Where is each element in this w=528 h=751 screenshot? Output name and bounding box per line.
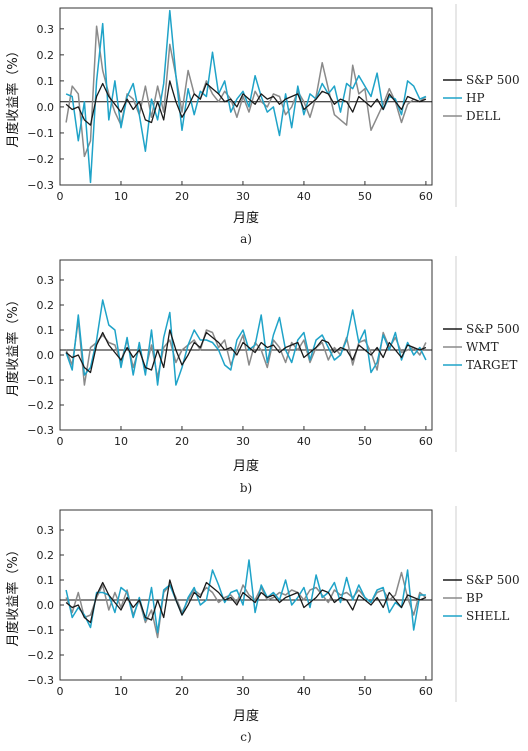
panel-label: b): [240, 481, 252, 495]
series-line-s-p-500: [65, 579, 427, 624]
x-axis-title: 月度: [233, 458, 259, 474]
legend-entry: WMT: [466, 340, 499, 354]
y-tick-label: 0.3: [37, 274, 55, 287]
y-tick-label: −0.1: [27, 127, 54, 140]
y-tick-label: −0.2: [27, 649, 54, 662]
plot-area: [59, 259, 433, 431]
y-axis-title: 月度收益率（%）: [5, 293, 21, 396]
chart-panel-1: −0.3 −0.2 −0.1 0.0 0.1 0.2 0.3 0 10 20 30 40 50 60 S&P…: [5, 4, 520, 246]
x-tick-label: 60: [419, 435, 433, 448]
x-tick-label: 30: [236, 190, 250, 203]
y-tick-label: −0.3: [27, 179, 54, 192]
y-axis-title: 月度收益率（%）: [5, 543, 21, 646]
x-axis-title: 月度: [233, 210, 259, 226]
panel-label: c): [240, 730, 251, 744]
legend-entry: S&P 500: [466, 322, 520, 336]
series-line-s-p-500: [65, 80, 427, 126]
y-tick-label: 0.0: [37, 599, 55, 612]
chart-panel-3: −0.3 −0.2 −0.1 0.0 0.1 0.2 0.3 0 10 20 30 40 50 60 S&P…: [5, 506, 520, 744]
x-tick-label: 40: [297, 190, 311, 203]
x-tick-label: 10: [114, 435, 128, 448]
x-tick-label: 20: [175, 685, 189, 698]
series-line-wmt: [65, 319, 427, 386]
x-tick-label: 0: [57, 435, 64, 448]
x-tick-label: 10: [114, 685, 128, 698]
x-tick-label: 10: [114, 190, 128, 203]
y-tick-label: 0.0: [37, 349, 55, 362]
x-tick-label: 0: [57, 190, 64, 203]
y-tick-label: 0.1: [37, 75, 55, 88]
series-line-target: [65, 299, 427, 386]
y-tick-label: 0.2: [37, 49, 55, 62]
panel-label: a): [240, 232, 252, 246]
y-tick-label: 0.3: [37, 23, 55, 36]
x-tick-label: 20: [175, 190, 189, 203]
series-line-s-p-500: [65, 329, 427, 374]
x-tick-label: 50: [358, 190, 372, 203]
x-tick-label: 50: [358, 435, 372, 448]
x-tick-label: 60: [419, 190, 433, 203]
y-tick-label: −0.1: [27, 624, 54, 637]
x-axis-title: 月度: [233, 708, 259, 724]
legend-entry: BP: [466, 591, 483, 605]
y-tick-label: −0.2: [27, 153, 54, 166]
y-axis-title: 月度收益率（%）: [5, 44, 21, 147]
chart-panel-2: −0.3 −0.2 −0.1 0.0 0.1 0.2 0.3 0 10 20 30 40 50 60 S&P…: [5, 256, 520, 495]
x-tick-label: 60: [419, 685, 433, 698]
x-tick-label: 30: [236, 685, 250, 698]
x-tick-label: 0: [57, 685, 64, 698]
y-tick-label: 0.2: [37, 299, 55, 312]
y-tick-label: 0.3: [37, 524, 55, 537]
x-tick-label: 40: [297, 435, 311, 448]
x-tick-label: 40: [297, 685, 311, 698]
y-tick-label: −0.3: [27, 424, 54, 437]
series-line-shell: [65, 559, 426, 634]
y-tick-label: 0.2: [37, 549, 55, 562]
legend-entry: TARGET: [466, 358, 517, 372]
x-tick-label: 30: [236, 435, 250, 448]
x-tick-label: 20: [175, 435, 189, 448]
y-tick-label: −0.3: [27, 674, 54, 687]
plot-area: [59, 7, 433, 186]
y-tick-label: 0.0: [37, 101, 55, 114]
y-tick-label: −0.1: [27, 374, 54, 387]
plot-area: [59, 509, 433, 681]
legend-entry: S&P 500: [466, 573, 520, 587]
legend-entry: S&P 500: [466, 73, 520, 87]
x-tick-label: 50: [358, 685, 372, 698]
y-tick-label: −0.2: [27, 399, 54, 412]
legend-entry: SHELL: [466, 609, 509, 623]
legend-entry: DELL: [466, 109, 500, 123]
y-tick-label: 0.1: [37, 574, 55, 587]
legend-entry: HP: [466, 91, 485, 105]
y-tick-label: 0.1: [37, 324, 55, 337]
